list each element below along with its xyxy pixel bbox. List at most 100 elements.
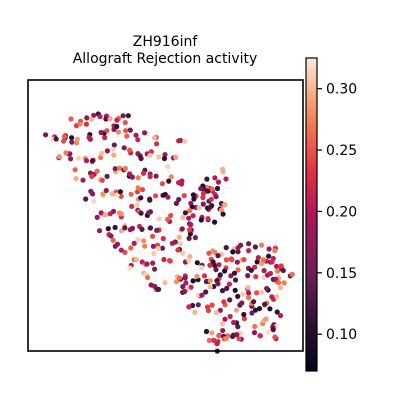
scatter-point — [281, 280, 287, 286]
scatter-point — [97, 114, 103, 120]
scatter-point — [190, 192, 196, 198]
scatter-point — [72, 167, 78, 173]
scatter-point — [194, 260, 200, 266]
scatter-point — [277, 285, 284, 291]
scatter-point — [133, 132, 139, 138]
scatter-point — [227, 313, 233, 320]
scatter-point — [192, 235, 198, 241]
scatter-point — [152, 266, 158, 272]
scatter-point — [278, 263, 284, 269]
scatter-point — [216, 262, 222, 268]
scatter-point — [161, 155, 168, 162]
scatter-point — [152, 193, 159, 199]
scatter-point — [263, 316, 269, 322]
scatter-point — [246, 241, 252, 247]
scatter-point — [266, 253, 272, 259]
scatter-point — [152, 283, 158, 289]
scatter-point — [214, 185, 221, 192]
scatter-point — [259, 242, 265, 248]
scatter-point — [256, 306, 263, 312]
scatter-point — [90, 157, 96, 164]
scatter-point — [135, 151, 141, 157]
scatter-point — [190, 278, 196, 284]
scatter-point — [246, 290, 252, 296]
scatter-point — [189, 204, 195, 210]
scatter-point — [213, 194, 219, 200]
scatter-point — [90, 191, 96, 197]
scatter-point — [147, 174, 153, 180]
scatter-point — [230, 332, 236, 338]
scatter-point — [88, 116, 95, 122]
scatter-point — [205, 216, 211, 222]
scatter-point — [144, 261, 150, 267]
colorbar-tick-label: 0.25 — [326, 143, 357, 159]
scatter-point — [212, 175, 218, 181]
scatter-point — [99, 177, 105, 183]
scatter-point — [180, 284, 186, 290]
scatter-point — [118, 211, 124, 217]
scatter-point — [209, 330, 215, 336]
scatter-point — [56, 154, 63, 160]
scatter-point — [289, 271, 295, 277]
scatter-point — [120, 113, 126, 119]
scatter-point — [203, 278, 209, 285]
scatter-point — [222, 202, 228, 208]
scatter-point — [154, 141, 160, 147]
scatter-point — [104, 148, 110, 154]
scatter-point — [182, 138, 188, 144]
scatter-point — [269, 259, 275, 265]
scatter-point — [91, 198, 97, 204]
scatter-point — [153, 173, 159, 179]
scatter-point — [109, 191, 115, 197]
scatter-point — [112, 224, 118, 231]
scatter-point — [115, 129, 122, 135]
scatter-point — [228, 256, 234, 262]
scatter-point — [206, 250, 212, 256]
scatter-point — [156, 216, 162, 222]
scatter-point — [221, 299, 227, 305]
scatter-point — [165, 216, 171, 222]
scatter-point — [138, 195, 144, 201]
scatter-point — [252, 244, 258, 250]
scatter-point — [151, 251, 157, 257]
scatter-point — [205, 307, 211, 314]
scatter-point — [220, 328, 226, 334]
scatter-point — [123, 128, 129, 134]
scatter-point — [253, 274, 259, 280]
scatter-point — [222, 316, 228, 322]
scatter-point — [89, 173, 95, 179]
scatter-point — [111, 152, 117, 158]
scatter-point — [252, 264, 258, 270]
scatter-point — [249, 310, 255, 316]
scatter-point — [205, 188, 211, 194]
scatter-point — [220, 211, 226, 217]
scatter-point — [228, 273, 234, 279]
scatter-point — [53, 136, 59, 142]
scatter-point — [155, 286, 161, 292]
scatter-point — [112, 166, 118, 172]
scatter-point — [217, 272, 223, 278]
scatter-point — [112, 243, 118, 249]
scatter-point — [188, 284, 194, 290]
scatter-point — [239, 300, 245, 306]
scatter-point — [198, 217, 204, 223]
scatter-point — [219, 288, 226, 294]
scatter-point — [230, 249, 236, 255]
scatter-point — [241, 311, 247, 318]
scatter-point — [150, 243, 156, 249]
scatter-point — [177, 275, 183, 281]
chart-subtitle: Allograft Rejection activity — [73, 51, 258, 67]
scatter-point — [176, 138, 182, 144]
scatter-point — [198, 265, 205, 271]
scatter-point — [105, 226, 111, 232]
scatter-point — [274, 263, 280, 269]
scatter-point — [267, 270, 273, 277]
scatter-point — [159, 245, 165, 251]
scatter-point — [122, 165, 128, 172]
scatter-point — [212, 249, 218, 255]
scatter-point — [69, 139, 75, 145]
scatter-point — [198, 186, 204, 192]
scatter-point — [159, 181, 165, 187]
scatter-point — [241, 257, 247, 263]
scatter-point — [139, 187, 146, 193]
